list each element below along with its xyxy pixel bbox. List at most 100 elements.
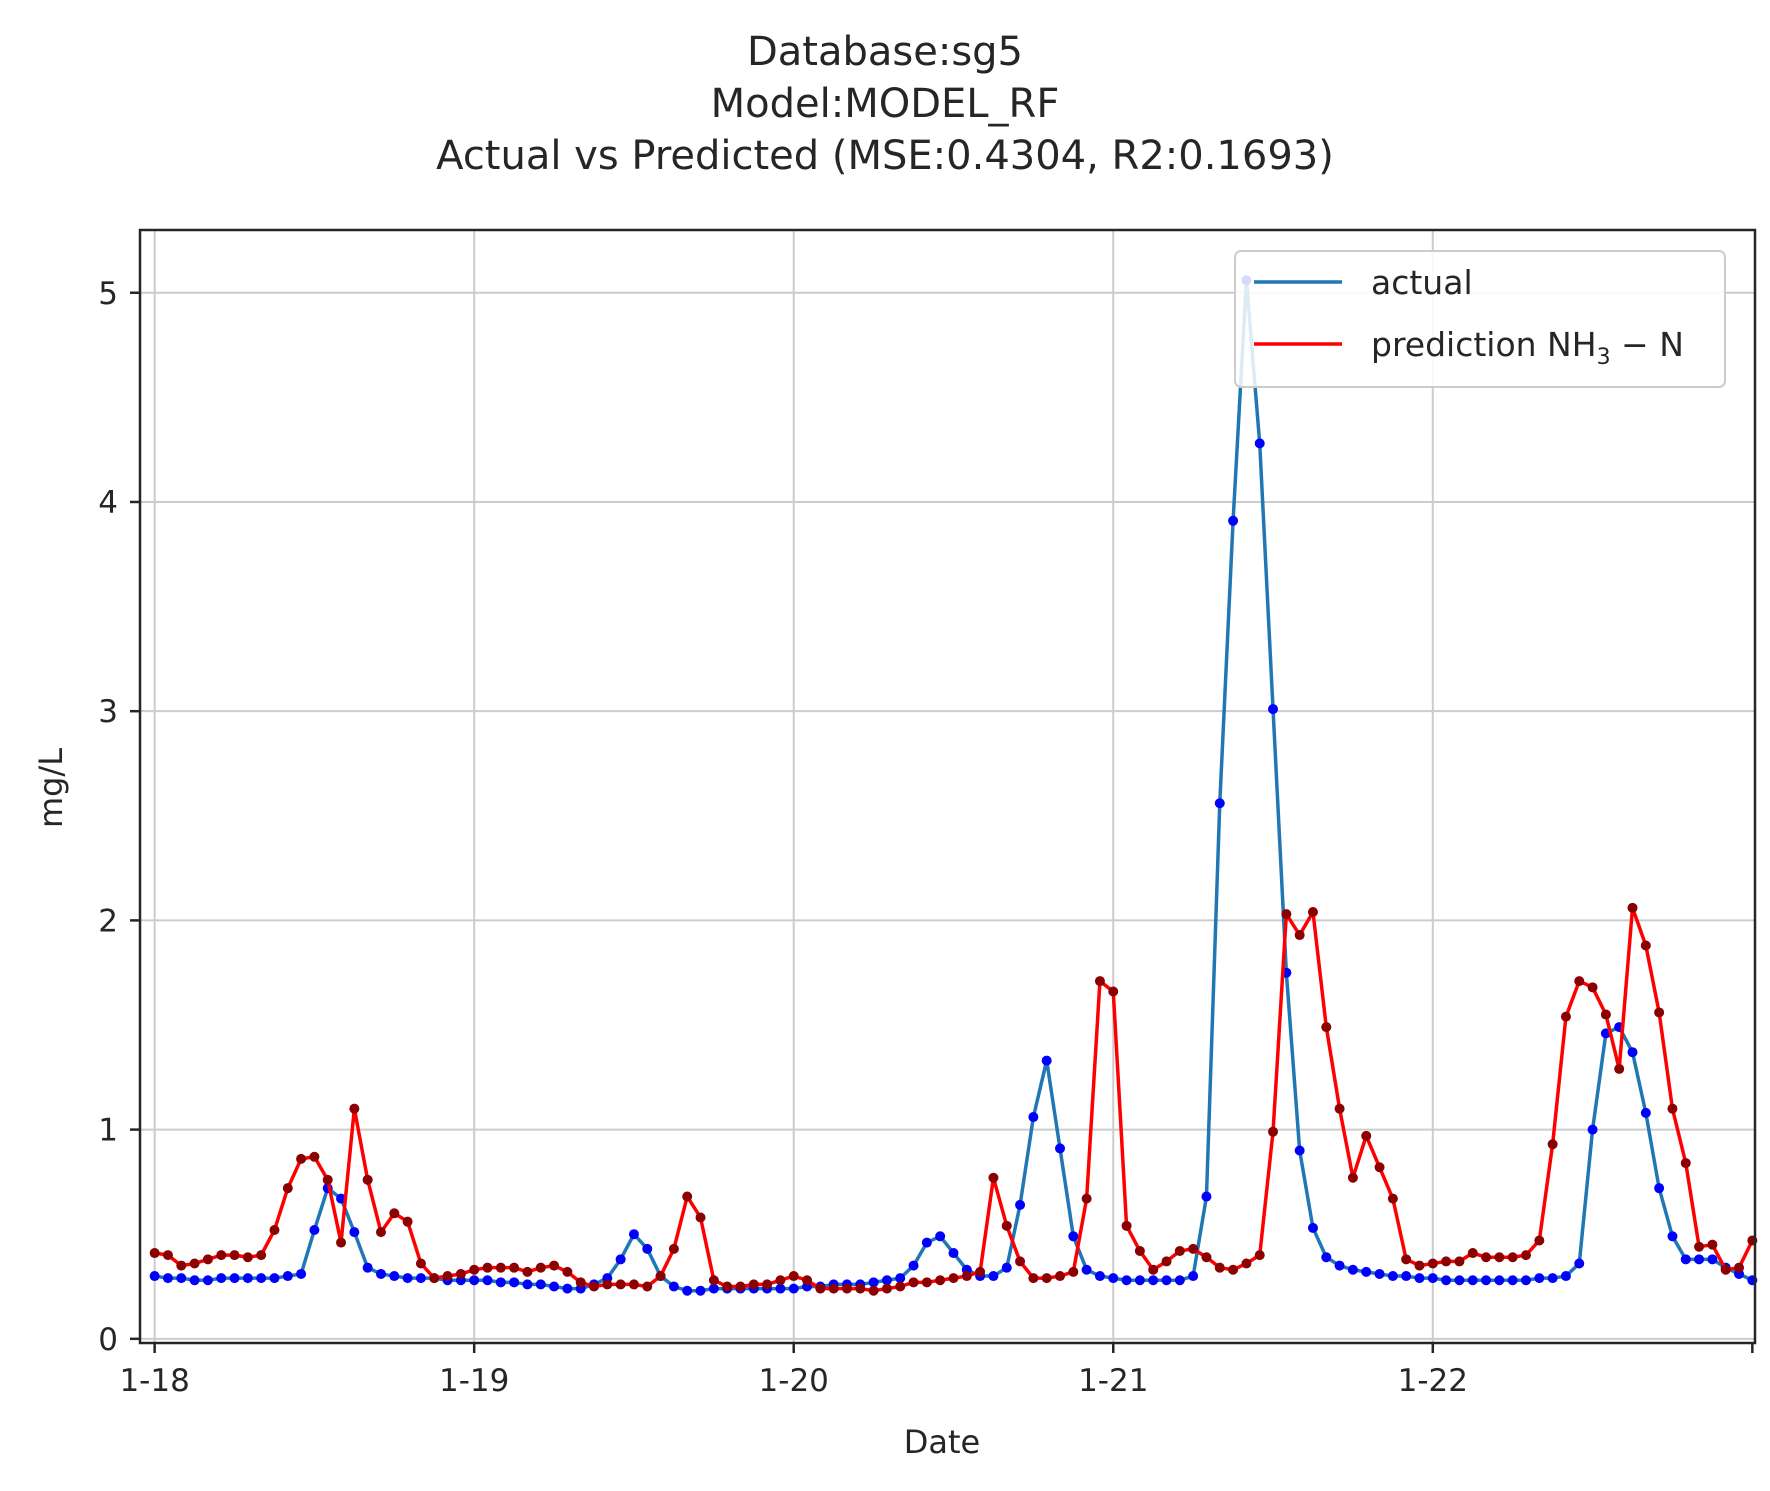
data-point-actual <box>1081 1264 1092 1275</box>
data-point-actual <box>1707 1254 1718 1265</box>
data-point-prediction <box>841 1283 852 1294</box>
data-point-prediction <box>1268 1126 1279 1137</box>
data-point-prediction <box>668 1243 679 1254</box>
data-point-actual <box>695 1285 706 1296</box>
data-point-prediction <box>362 1174 373 1185</box>
data-point-prediction <box>908 1277 919 1288</box>
data-point-prediction <box>1600 1009 1611 1020</box>
data-point-prediction <box>775 1275 786 1286</box>
data-point-actual <box>482 1275 493 1286</box>
data-point-actual <box>1174 1275 1185 1286</box>
axes-layer <box>138 228 1757 1345</box>
data-point-actual <box>375 1268 386 1279</box>
data-point-prediction <box>828 1283 839 1294</box>
data-point-prediction <box>735 1281 746 1292</box>
data-point-prediction <box>216 1250 227 1261</box>
data-point-actual <box>1427 1273 1438 1284</box>
data-point-actual <box>1068 1231 1079 1242</box>
data-point-actual <box>1414 1273 1425 1284</box>
data-point-prediction <box>1241 1258 1252 1269</box>
data-point-prediction <box>589 1281 600 1292</box>
data-point-prediction <box>722 1281 733 1292</box>
data-point-prediction <box>202 1254 213 1265</box>
data-point-prediction <box>1347 1172 1358 1183</box>
data-point-actual <box>948 1248 959 1259</box>
data-point-actual <box>1401 1271 1412 1282</box>
data-point-prediction <box>1494 1252 1505 1263</box>
data-point-prediction <box>1148 1264 1159 1275</box>
y-tick-label: 1 <box>98 1113 118 1149</box>
data-point-actual <box>1015 1199 1026 1210</box>
data-point-actual <box>1001 1262 1012 1273</box>
legend-prediction-suffix: − N <box>1611 325 1684 364</box>
data-point-actual <box>1694 1254 1705 1265</box>
x-tick-label: 1-18 <box>119 1363 189 1399</box>
data-point-actual <box>615 1254 626 1265</box>
data-point-actual <box>908 1260 919 1271</box>
data-point-prediction <box>615 1279 626 1290</box>
data-point-prediction <box>402 1216 413 1227</box>
data-point-actual <box>562 1283 573 1294</box>
data-point-actual <box>868 1277 879 1288</box>
data-point-prediction <box>509 1262 520 1273</box>
data-point-actual <box>1361 1266 1372 1277</box>
data-point-actual <box>269 1273 280 1284</box>
data-point-actual <box>1481 1275 1492 1286</box>
data-point-actual <box>1494 1275 1505 1286</box>
data-point-prediction <box>336 1237 347 1248</box>
tick-layer: 1-18 1-19 1-20 1-21 1-22 0 1 2 3 4 5 <box>98 276 1754 1399</box>
data-point-prediction <box>256 1250 267 1261</box>
data-point-prediction <box>349 1103 360 1114</box>
data-point-prediction <box>1161 1256 1172 1267</box>
data-point-prediction <box>162 1250 173 1261</box>
data-point-actual <box>1028 1112 1039 1123</box>
data-point-prediction <box>1307 907 1318 918</box>
data-point-prediction <box>1520 1250 1531 1261</box>
series-layer <box>149 275 1758 1296</box>
y-tick-label: 5 <box>98 276 118 312</box>
legend-actual-label: actual <box>1371 263 1473 302</box>
data-point-actual <box>256 1273 267 1284</box>
data-point-prediction <box>535 1262 546 1273</box>
y-axis-label: mg/L <box>32 748 70 828</box>
data-point-prediction <box>895 1281 906 1292</box>
data-point-prediction <box>242 1252 253 1263</box>
data-point-prediction <box>1254 1250 1265 1261</box>
data-point-prediction <box>1174 1245 1185 1256</box>
data-point-prediction <box>855 1283 866 1294</box>
data-point-prediction <box>748 1279 759 1290</box>
data-point-actual <box>349 1227 360 1238</box>
data-point-actual <box>935 1231 946 1242</box>
data-point-actual <box>1560 1271 1571 1282</box>
x-tick-label: 1-21 <box>1078 1363 1148 1399</box>
data-point-actual <box>1254 438 1265 449</box>
data-point-prediction <box>762 1279 773 1290</box>
data-point-actual <box>162 1273 173 1284</box>
data-point-prediction <box>549 1260 560 1271</box>
legend: actual prediction NH3 − N <box>1234 250 1726 388</box>
data-point-prediction <box>1321 1022 1332 1033</box>
data-point-prediction <box>1734 1262 1745 1273</box>
data-point-prediction <box>562 1266 573 1277</box>
data-point-actual <box>1547 1273 1558 1284</box>
data-point-prediction <box>695 1212 706 1223</box>
data-point-actual <box>1214 798 1225 809</box>
data-point-prediction <box>1228 1264 1239 1275</box>
data-point-prediction <box>1121 1220 1132 1231</box>
y-tick-label: 2 <box>98 903 118 939</box>
data-point-actual <box>708 1283 719 1294</box>
data-point-prediction <box>469 1264 480 1275</box>
data-point-prediction <box>282 1183 293 1194</box>
data-point-actual <box>1467 1275 1478 1286</box>
data-point-prediction <box>881 1283 892 1294</box>
data-point-prediction <box>1201 1252 1212 1263</box>
data-point-prediction <box>1015 1256 1026 1267</box>
data-point-prediction <box>429 1273 440 1284</box>
data-point-prediction <box>655 1271 666 1282</box>
data-point-prediction <box>522 1266 533 1277</box>
data-point-prediction <box>1547 1139 1558 1150</box>
data-point-actual <box>682 1285 693 1296</box>
data-point-prediction <box>1534 1235 1545 1246</box>
data-point-actual <box>469 1275 480 1286</box>
data-point-prediction <box>948 1273 959 1284</box>
